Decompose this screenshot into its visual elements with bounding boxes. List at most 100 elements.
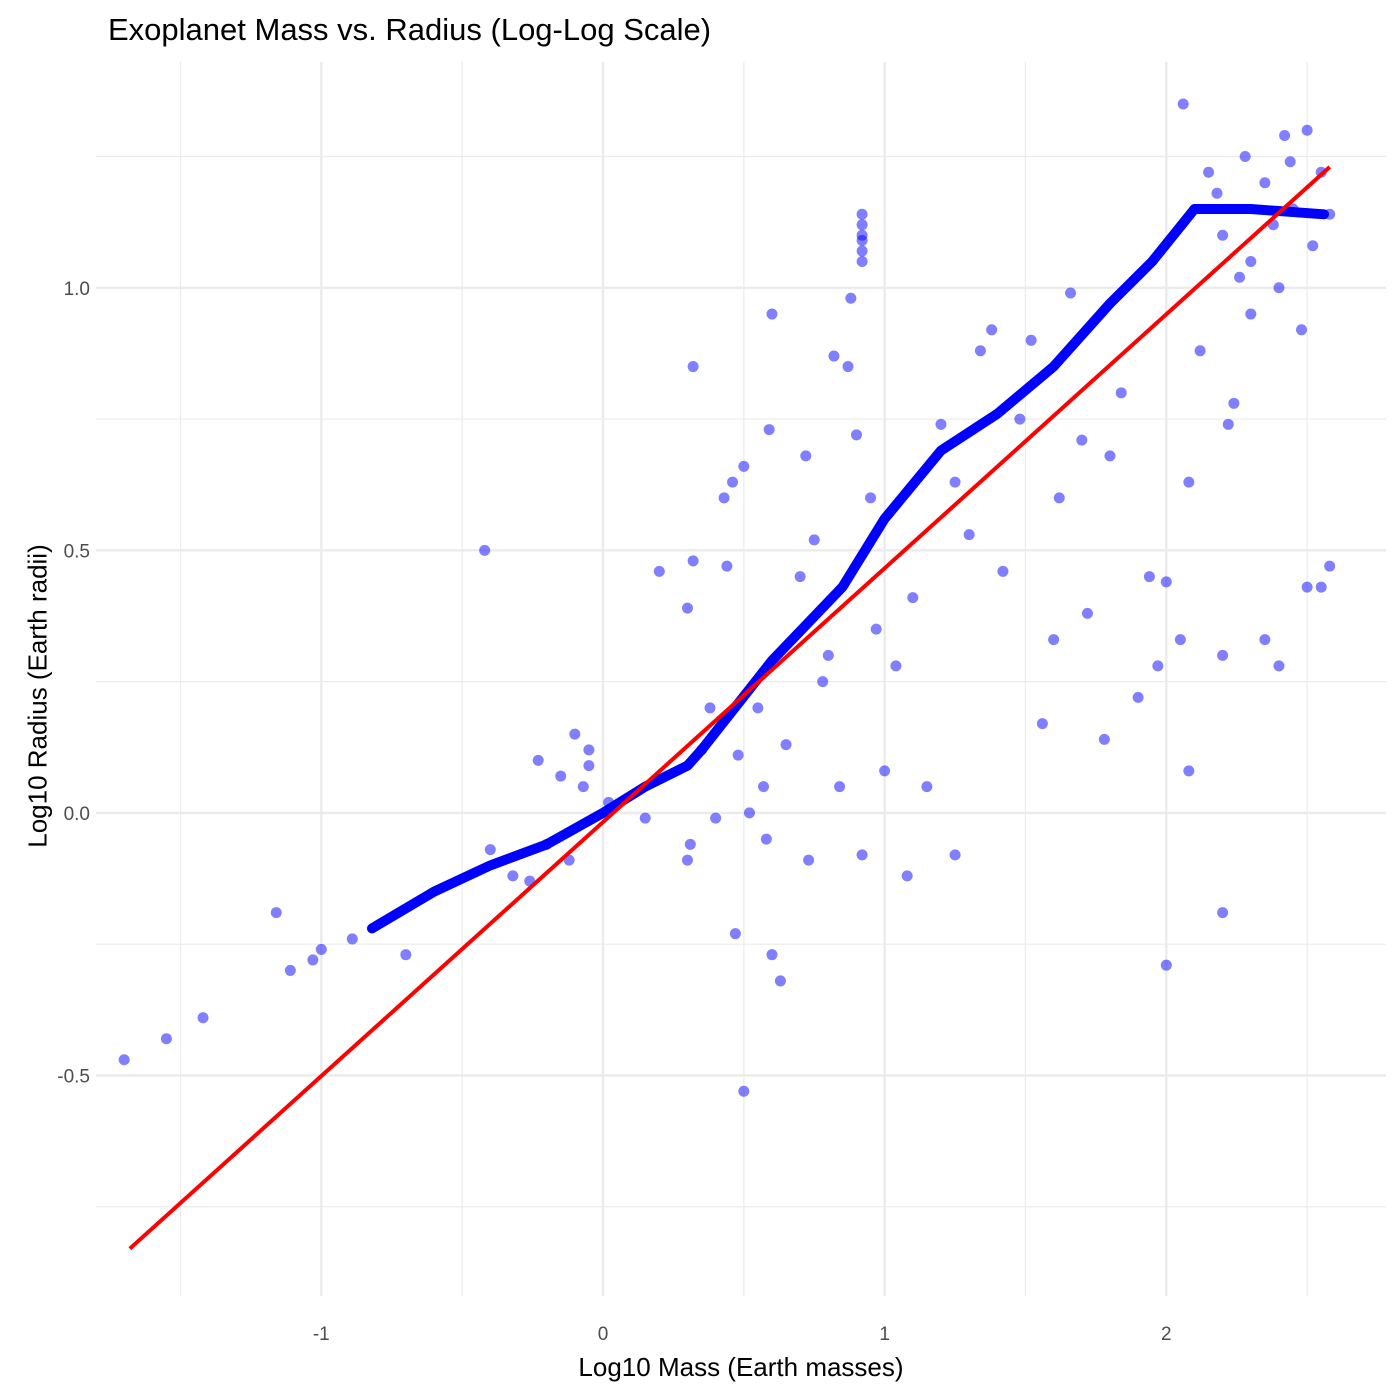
data-point: [1036, 718, 1048, 730]
x-tick-label: 0: [598, 1324, 609, 1345]
data-point: [963, 529, 975, 541]
data-point: [681, 854, 693, 866]
data-point: [1245, 256, 1257, 268]
data-point: [856, 245, 868, 257]
data-point: [1217, 229, 1229, 241]
data-point: [1132, 691, 1144, 703]
data-point: [808, 534, 820, 546]
data-point: [532, 754, 544, 766]
data-point: [763, 424, 775, 436]
x-tick-label: 2: [1161, 1324, 1172, 1345]
data-point: [817, 676, 829, 688]
data-point: [1076, 434, 1088, 446]
data-point: [1259, 634, 1271, 646]
data-point: [856, 208, 868, 220]
data-point: [270, 907, 282, 919]
x-axis-label: Log10 Mass (Earth masses): [578, 1352, 904, 1382]
data-point: [197, 1012, 209, 1024]
data-point: [890, 660, 902, 672]
data-point: [1048, 634, 1060, 646]
data-point: [284, 964, 296, 976]
lines-layer: [128, 165, 1332, 1251]
data-point: [1065, 287, 1077, 299]
data-point: [1053, 492, 1065, 504]
data-point: [160, 1033, 172, 1045]
data-point: [907, 592, 919, 604]
y-ticks: -0.5 0.0 0.5 1.0: [57, 279, 90, 1088]
data-point: [774, 975, 786, 987]
data-point: [870, 623, 882, 635]
data-point: [118, 1054, 130, 1066]
data-point: [856, 849, 868, 861]
y-tick-label: -0.5: [57, 1066, 90, 1087]
data-point: [507, 870, 519, 882]
y-tick-label: 1.0: [64, 279, 90, 300]
data-point: [766, 949, 778, 961]
data-point: [1081, 607, 1093, 619]
data-point: [307, 954, 319, 966]
data-point: [1217, 649, 1229, 661]
data-point: [704, 702, 716, 714]
data-point: [1279, 130, 1291, 142]
data-point: [842, 361, 854, 373]
data-point: [738, 1085, 750, 1097]
data-point: [346, 933, 358, 945]
y-tick-label: 0.5: [64, 541, 90, 562]
data-point: [1307, 240, 1319, 252]
data-point: [1273, 660, 1285, 672]
data-point: [921, 781, 933, 793]
data-point: [1273, 282, 1285, 294]
data-point: [1194, 345, 1206, 357]
data-point: [1234, 271, 1246, 283]
data-point: [1284, 156, 1296, 168]
data-point: [1143, 571, 1155, 583]
data-point: [577, 781, 589, 793]
data-point: [865, 492, 877, 504]
x-ticks: -1 0 1 2: [313, 1324, 1172, 1345]
data-point: [1177, 98, 1189, 110]
data-point: [555, 770, 567, 782]
data-point: [583, 744, 595, 756]
data-point: [729, 928, 741, 940]
data-point: [400, 949, 412, 961]
data-point: [760, 833, 772, 845]
x-tick-label: -1: [313, 1324, 330, 1345]
x-tick-label: 1: [879, 1324, 890, 1345]
points-layer: [118, 98, 1336, 1097]
data-point: [974, 345, 986, 357]
data-point: [856, 229, 868, 241]
data-point: [710, 812, 722, 824]
data-point: [901, 870, 913, 882]
data-point: [653, 565, 665, 577]
data-point: [639, 812, 651, 824]
data-point: [803, 854, 815, 866]
data-point: [315, 943, 327, 955]
data-point: [1014, 413, 1026, 425]
data-point: [1104, 450, 1116, 462]
data-point: [1183, 765, 1195, 777]
data-point: [1203, 166, 1215, 178]
data-point: [1228, 397, 1240, 409]
data-point: [721, 560, 733, 572]
trend-line: [367, 204, 1329, 934]
data-point: [479, 544, 491, 556]
data-point: [1315, 581, 1327, 593]
data-point: [752, 702, 764, 714]
data-point: [879, 765, 891, 777]
data-point: [935, 418, 947, 430]
y-tick-label: 0.0: [64, 804, 90, 825]
data-point: [856, 256, 868, 268]
data-point: [834, 781, 846, 793]
data-point: [986, 324, 998, 336]
data-point: [743, 807, 755, 819]
grid: [96, 62, 1386, 1296]
data-point: [1115, 387, 1127, 399]
data-point: [583, 760, 595, 772]
regression-line: [128, 165, 1332, 1251]
data-point: [1174, 634, 1186, 646]
data-point: [1025, 334, 1037, 346]
data-point: [794, 571, 806, 583]
data-point: [732, 749, 744, 761]
data-point: [822, 649, 834, 661]
